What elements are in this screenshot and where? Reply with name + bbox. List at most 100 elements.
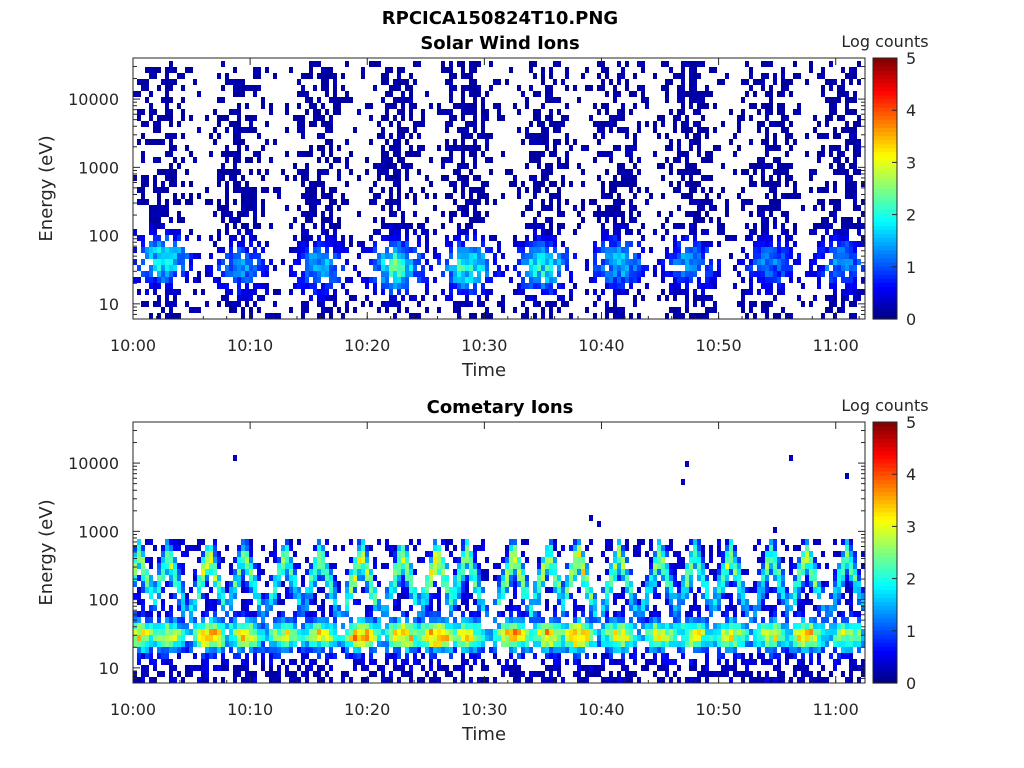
heatmap-cell (193, 599, 197, 605)
heatmap-cell (725, 235, 729, 241)
heatmap-cell (409, 665, 413, 671)
heatmap-cell (421, 641, 425, 647)
heatmap-cell (569, 181, 573, 187)
heatmap-cell (245, 265, 249, 271)
heatmap-cell (173, 665, 177, 671)
heatmap-cell (477, 271, 481, 277)
heatmap-cell (449, 97, 453, 103)
heatmap-cell (157, 169, 161, 175)
heatmap-cell (341, 235, 345, 241)
heatmap-cell (693, 91, 697, 97)
heatmap-cell (505, 581, 509, 587)
heatmap-cell (453, 307, 457, 313)
heatmap-cell (781, 229, 785, 235)
heatmap-cell (641, 67, 645, 73)
heatmap-cell (393, 199, 397, 205)
heatmap-cell (857, 139, 861, 145)
heatmap-cell (525, 127, 529, 133)
heatmap-cell (301, 271, 305, 277)
heatmap-cell (357, 617, 361, 623)
heatmap-cell (701, 103, 705, 109)
heatmap-cell (425, 671, 429, 677)
heatmap-cell (237, 283, 241, 289)
heatmap-cell (573, 139, 577, 145)
heatmap-cell (281, 635, 285, 641)
heatmap-cell (237, 103, 241, 109)
heatmap-cell (613, 199, 617, 205)
heatmap-cell (637, 169, 641, 175)
heatmap-cell (561, 647, 565, 653)
heatmap-cell (849, 283, 853, 289)
heatmap-cell (245, 295, 249, 301)
colorbar-segment (873, 314, 897, 320)
heatmap-cell (813, 115, 817, 121)
heatmap-cell (397, 73, 401, 79)
heatmap-cell (553, 539, 557, 545)
heatmap-cell (301, 73, 305, 79)
heatmap-cell (749, 211, 753, 217)
heatmap-cell (405, 671, 409, 677)
heatmap-cell (849, 313, 853, 319)
heatmap-cell (665, 97, 669, 103)
heatmap-cell (261, 623, 265, 629)
heatmap-cell (241, 259, 245, 265)
heatmap-cell (177, 103, 181, 109)
heatmap-cell (405, 641, 409, 647)
heatmap-cell (325, 283, 329, 289)
heatmap-cell (621, 169, 625, 175)
heatmap-cell (857, 217, 861, 223)
heatmap-cell (745, 79, 749, 85)
heatmap-cell (157, 67, 161, 73)
heatmap-cell (433, 277, 437, 283)
heatmap-cell (493, 641, 497, 647)
colorbar-segment (873, 204, 897, 210)
heatmap-cell (397, 575, 401, 581)
heatmap-cell (385, 283, 389, 289)
heatmap-cell (453, 199, 457, 205)
heatmap-cell (469, 73, 473, 79)
heatmap-cell (469, 151, 473, 157)
heatmap-cell (289, 545, 293, 551)
heatmap-cell (741, 289, 745, 295)
heatmap-cell (537, 241, 541, 247)
heatmap-cell (837, 259, 841, 265)
heatmap-cell (461, 271, 465, 277)
heatmap-cell (677, 247, 681, 253)
heatmap-cell (397, 205, 401, 211)
heatmap-cell (501, 557, 505, 563)
heatmap-cell (153, 247, 157, 253)
heatmap-cell (861, 211, 865, 217)
heatmap-cell (173, 593, 177, 599)
heatmap-cell (301, 301, 305, 307)
heatmap-cell (205, 569, 209, 575)
heatmap-cell (569, 623, 573, 629)
heatmap-cell (133, 611, 137, 617)
heatmap-cell (485, 91, 489, 97)
heatmap-cell (225, 301, 229, 307)
heatmap-cell (665, 217, 669, 223)
heatmap-cell (297, 647, 301, 653)
heatmap-cell (841, 127, 845, 133)
heatmap-cell (253, 115, 257, 121)
heatmap-cell (149, 103, 153, 109)
heatmap-cell (581, 563, 585, 569)
heatmap-cell (373, 277, 377, 283)
heatmap (133, 455, 865, 683)
heatmap-cell (349, 151, 353, 157)
heatmap-cell (269, 647, 273, 653)
colorbar-segment (873, 253, 897, 259)
heatmap-cell (777, 199, 781, 205)
heatmap-cell (373, 247, 377, 253)
heatmap-cell (741, 259, 745, 265)
heatmap-cell (253, 647, 257, 653)
heatmap-cell (625, 265, 629, 271)
heatmap-cell (409, 605, 413, 611)
heatmap-cell (173, 581, 177, 587)
heatmap-cell (317, 235, 321, 241)
heatmap-cell (437, 569, 441, 575)
heatmap-cell (829, 241, 833, 247)
heatmap-cell (433, 635, 437, 641)
heatmap-cell (517, 635, 521, 641)
heatmap-cell (421, 187, 425, 193)
heatmap-cell (217, 557, 221, 563)
